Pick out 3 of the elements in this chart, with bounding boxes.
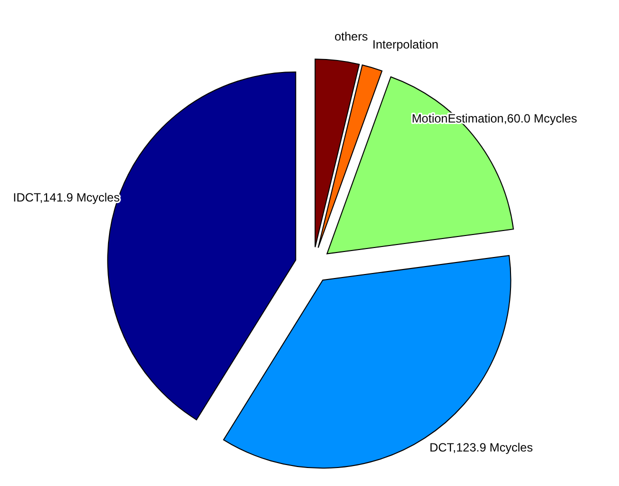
slice-label: DCT,123.9 Mcycles (429, 440, 533, 454)
slice-label: others (334, 30, 368, 44)
slice-label: Interpolation (372, 38, 438, 52)
